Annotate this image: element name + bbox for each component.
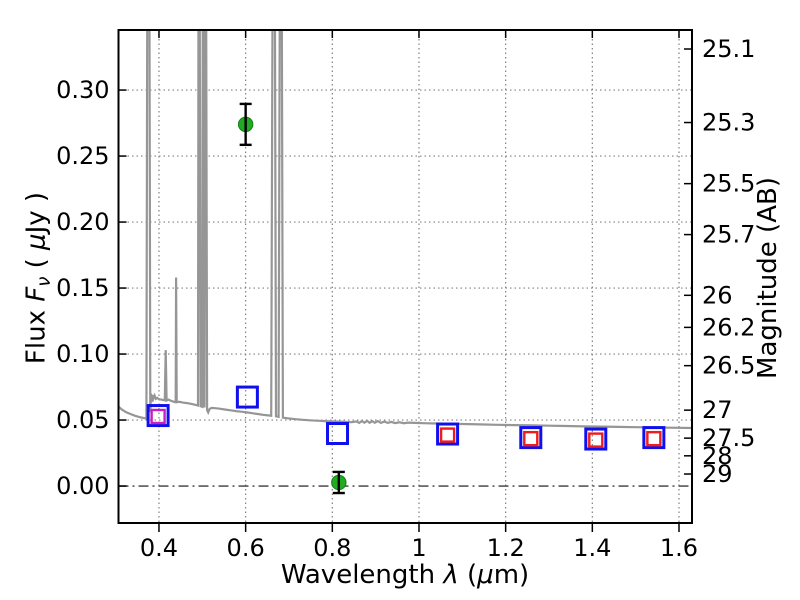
x-tick-label: 0.6 bbox=[227, 534, 265, 562]
flux-tick-label: 0.15 bbox=[56, 274, 109, 302]
nu-subscript: ν bbox=[33, 276, 55, 287]
mu-symbol: μ bbox=[477, 560, 494, 590]
x-axis-label: Wavelength λ (μm) bbox=[280, 560, 530, 590]
x-tick-label: 0.4 bbox=[140, 534, 178, 562]
magnitude-tick-label: 27 bbox=[702, 396, 733, 424]
flux-tick-label: 0.30 bbox=[56, 76, 109, 104]
flux-tick-label: 0.25 bbox=[56, 142, 109, 170]
magnitude-tick-label: 25.5 bbox=[702, 170, 755, 198]
magnitude-tick-label: 26.5 bbox=[702, 352, 755, 380]
blue-square-marker bbox=[642, 426, 666, 450]
blue-square-marker bbox=[436, 422, 460, 446]
x-axis-label-word: Wavelength bbox=[280, 560, 444, 590]
magnitude-tick-label: 25.7 bbox=[702, 221, 755, 249]
magnitude-tick-label: 29 bbox=[702, 460, 733, 488]
blue-square-marker bbox=[326, 422, 350, 446]
magnitude-tick-label: 27.5 bbox=[702, 424, 755, 452]
flux-tick-label: 0.05 bbox=[56, 406, 109, 434]
magenta-square-marker bbox=[150, 408, 166, 425]
y-axis-label-magnitude: Magnitude (AB) bbox=[753, 177, 783, 379]
flux-tick-label: 0.00 bbox=[56, 472, 109, 500]
x-tick-label: 1.4 bbox=[573, 534, 611, 562]
model-spectrum-line bbox=[118, 30, 692, 430]
axes-frame bbox=[117, 29, 693, 524]
red-square-marker bbox=[439, 427, 456, 443]
red-square-marker bbox=[646, 430, 662, 447]
x-tick-label: 1 bbox=[411, 534, 426, 562]
flux-tick-label: 0.10 bbox=[56, 340, 109, 368]
blue-square-marker bbox=[584, 427, 608, 451]
x-tick-label: 0.8 bbox=[313, 534, 351, 562]
blue-square-marker bbox=[235, 385, 259, 409]
magnitude-tick-label: 25.1 bbox=[702, 35, 755, 63]
magnitude-tick-label: 26 bbox=[702, 281, 733, 309]
red-square-marker bbox=[588, 432, 604, 448]
x-tick-label: 1.2 bbox=[487, 534, 525, 562]
flux-F-symbol: F bbox=[21, 286, 52, 302]
flux-tick-label: 0.20 bbox=[56, 208, 109, 236]
magnitude-tick-label: 28 bbox=[702, 442, 733, 470]
y-axis-label-flux: Flux Fν ( μJy ) bbox=[21, 191, 55, 365]
mu-symbol-flux: μ bbox=[21, 233, 52, 250]
red-square-marker bbox=[523, 430, 539, 447]
magnitude-tick-label: 26.2 bbox=[702, 313, 755, 341]
magnitude-tick-label: 25.3 bbox=[702, 109, 755, 137]
x-tick-label: 1.6 bbox=[660, 534, 698, 562]
blue-square-marker bbox=[519, 426, 543, 450]
lambda-symbol: λ bbox=[443, 560, 459, 590]
blue-square-marker bbox=[146, 404, 170, 428]
